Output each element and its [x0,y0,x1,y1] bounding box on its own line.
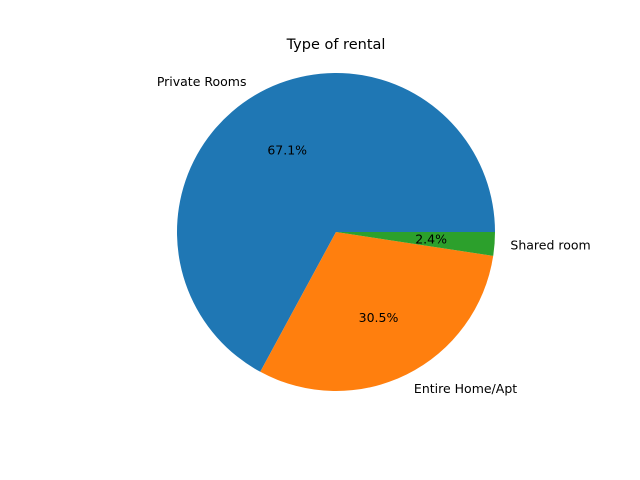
pie-slices [176,72,495,392]
slice-label-private-rooms: Private Rooms [157,74,247,89]
percent-label-shared-room: 2.4% [415,232,447,247]
chart-title: Type of rental [286,37,386,53]
percent-label-private-rooms: 67.1% [267,143,307,158]
slice-label-entire-home-apt: Entire Home/Apt [414,381,517,396]
percent-label-entire-home-apt: 30.5% [359,310,399,325]
pie-slice-shared-room [336,232,495,256]
pie-slice-entire-home-apt [260,232,494,392]
pie-slice-private-rooms [176,72,495,372]
pie-labels: Private Rooms 67.1% Entire Home/Apt 30.5% Sh… [157,74,591,396]
slice-label-shared-room: Shared room [510,238,590,253]
